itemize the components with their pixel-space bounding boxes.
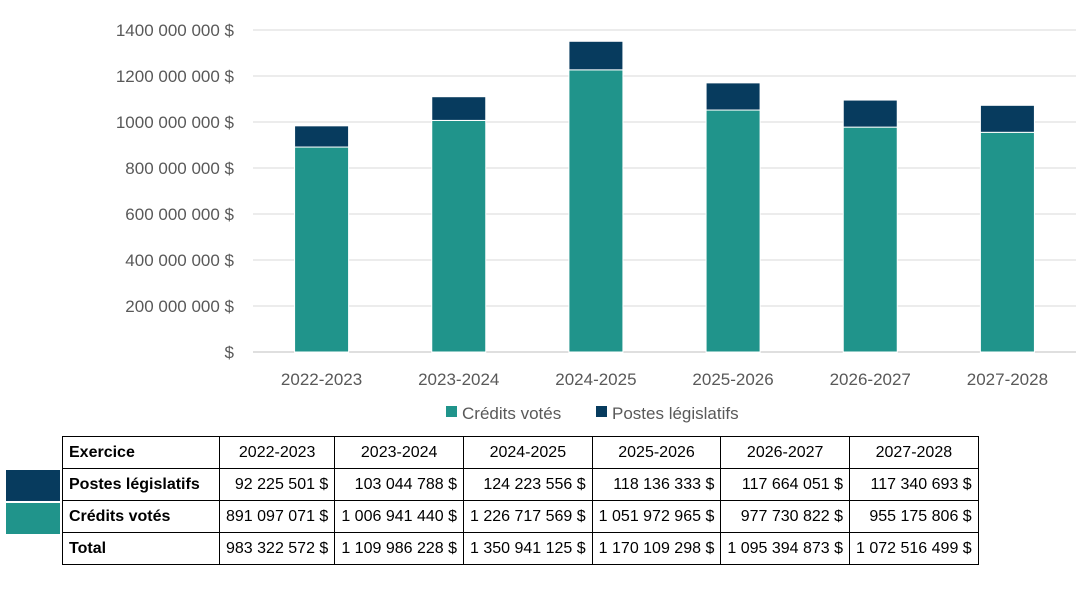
y-tick-label: 200 000 000 $: [125, 297, 234, 316]
table-cell: 118 136 333 $: [591, 468, 722, 501]
x-tick-label: 2025-2026: [692, 370, 773, 389]
bar-postes-legislatifs: [979, 104, 1035, 133]
bars: [294, 40, 1035, 353]
table-cell: 1 226 717 569 $: [463, 500, 593, 533]
legend-swatch-postes-legislatifs: [596, 406, 607, 417]
table-cell: 955 175 806 $: [849, 500, 979, 533]
legend: Crédits votés Postes législatifs: [446, 404, 739, 423]
table-cell: 124 223 556 $: [463, 468, 593, 501]
bar-postes-legislatifs: [842, 99, 898, 128]
table-header-year: 2024-2025: [463, 436, 593, 469]
legend-label-credits-votes: Crédits votés: [462, 404, 561, 423]
legend-label-postes-legislatifs: Postes législatifs: [612, 404, 739, 423]
y-axis: $200 000 000 $ 400 000 000 $ 600 000 000 $…: [116, 21, 235, 362]
y-tick-label: 400 000 000 $: [125, 251, 234, 270]
y-tick-label: 1000 000 000 $: [116, 113, 235, 132]
table-cell: 1 006 941 440 $: [334, 500, 464, 533]
x-tick-label: 2026-2027: [830, 370, 911, 389]
table-cell: 1 170 109 298 $: [591, 532, 722, 565]
table-cell: 92 225 501 $: [218, 468, 336, 501]
legend-swatch-credits-votes: [446, 406, 457, 417]
x-tick-label: 2024-2025: [555, 370, 636, 389]
stacked-bar-chart: $200 000 000 $ 400 000 000 $ 600 000 000 $…: [116, 21, 1076, 423]
table-cell: 1 109 986 228 $: [334, 532, 464, 565]
table-cell: 103 044 788 $: [334, 468, 464, 501]
bar-credits-votes: [431, 119, 487, 353]
x-axis: 2022-2023 2023-2024 2024-2025 2025-2026 2026…: [281, 370, 1048, 389]
table-cell: 1 095 394 873 $: [720, 532, 851, 565]
bar-postes-legislatifs: [568, 40, 624, 71]
x-tick-label: 2023-2024: [418, 370, 499, 389]
table-row-credits-votes: Crédits votés 891 097 071 $ 1 006 941 44…: [62, 500, 979, 533]
bar-credits-votes: [979, 131, 1035, 353]
bar-credits-votes: [842, 126, 898, 353]
table-row-label: Postes législatifs: [62, 468, 220, 501]
table-header-year: 2023-2024: [334, 436, 464, 469]
table-row-total: Total 983 322 572 $ 1 109 986 228 $ 1 35…: [62, 532, 979, 565]
bar-credits-votes: [705, 109, 761, 353]
table-header-label: Exercice: [62, 436, 220, 469]
row-swatch-credits-votes: [6, 503, 60, 534]
bar-credits-votes: [294, 146, 350, 353]
data-table: Exercice 2022-2023 2023-2024 2024-2025 2…: [62, 436, 979, 565]
table-cell: 891 097 071 $: [218, 500, 336, 533]
table-row-postes-legislatifs: Postes législatifs 92 225 501 $ 103 044 …: [62, 468, 979, 501]
bar-postes-legislatifs: [294, 125, 350, 148]
table-cell: 1 350 941 125 $: [463, 532, 593, 565]
table-cell: 977 730 822 $: [720, 500, 851, 533]
y-tick-label: 600 000 000 $: [125, 205, 234, 224]
table-header-year: 2027-2028: [849, 436, 979, 469]
table-header-year: 2025-2026: [591, 436, 722, 469]
table-header-year: 2022-2023: [218, 436, 336, 469]
table-header-year: 2026-2027: [720, 436, 851, 469]
table-cell: 1 051 972 965 $: [591, 500, 722, 533]
y-tick-label: 1400 000 000 $: [116, 21, 235, 40]
y-tick-label: 800 000 000 $: [125, 159, 234, 178]
bar-postes-legislatifs: [705, 82, 761, 111]
x-tick-label: 2027-2028: [967, 370, 1048, 389]
table-row-label: Total: [62, 532, 220, 565]
bar-postes-legislatifs: [431, 96, 487, 121]
table-cell: 983 322 572 $: [218, 532, 336, 565]
y-tick-label: 1200 000 000 $: [116, 67, 235, 86]
table-cell: 117 664 051 $: [720, 468, 851, 501]
bar-credits-votes: [568, 69, 624, 353]
table-row-label: Crédits votés: [62, 500, 220, 533]
table-cell: 117 340 693 $: [849, 468, 979, 501]
x-tick-label: 2022-2023: [281, 370, 362, 389]
row-swatch-postes-legislatifs: [6, 470, 60, 501]
table-cell: 1 072 516 499 $: [849, 532, 979, 565]
table-header-row: Exercice 2022-2023 2023-2024 2024-2025 2…: [62, 436, 979, 469]
y-tick-label: $: [225, 343, 235, 362]
gridlines: [253, 29, 1076, 353]
